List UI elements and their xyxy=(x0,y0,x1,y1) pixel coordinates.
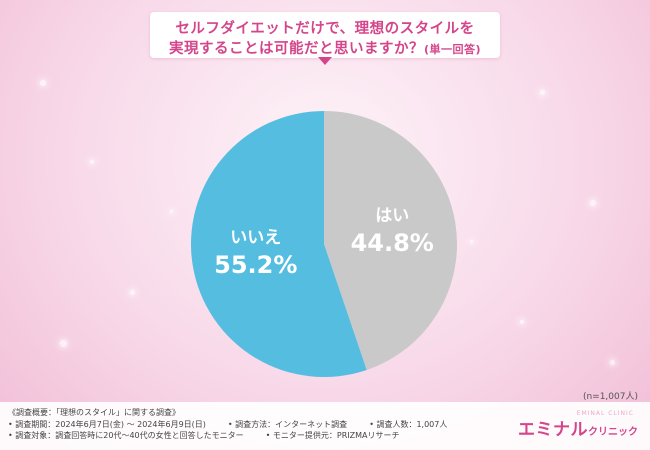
slice-label-0: はい xyxy=(375,206,409,226)
question-title-line2: 実現することは可能だと思いますか？(単一回答) xyxy=(150,37,500,58)
survey-footer: 《調査概要：「理想のスタイル」に関する調査》 • 調査期間：2024年6月7日(… xyxy=(0,402,650,450)
slice-label-1: いいえ xyxy=(230,228,281,248)
survey-details: 《調査概要：「理想のスタイル」に関する調査》 • 調査期間：2024年6月7日(… xyxy=(8,407,447,442)
survey-count: • 調査人数：1,007人 xyxy=(369,419,448,429)
brand-sub: クリニック xyxy=(588,427,638,438)
survey-provider: • モニター提供元：PRIZMAリサーチ xyxy=(265,431,400,440)
slice-value-1: 55.2% xyxy=(214,251,297,279)
brand-tagline: EMINAL CLINIC xyxy=(576,410,634,417)
pie-slice-0 xyxy=(324,111,457,370)
survey-row-2: • 調査対象：調査回答時に20代〜40代の女性と回答したモニター • モニター提供… xyxy=(8,430,447,442)
brand-logo: エミナルクリニック xyxy=(518,415,638,440)
survey-target: • 調査対象：調査回答時に20代〜40代の女性と回答したモニター xyxy=(8,431,244,440)
survey-row-1: • 調査期間：2024年6月7日(金) 〜 2024年6月9日(日) • 調査方法… xyxy=(8,419,447,431)
pie-slice-1 xyxy=(191,111,367,377)
question-title-line1: セルフダイエットだけで、理想のスタイルを xyxy=(175,21,475,37)
slice-value-0: 44.8% xyxy=(351,229,434,257)
survey-method: • 調査方法：インターネット調査 xyxy=(227,419,348,429)
survey-summary: 《調査概要：「理想のスタイル」に関する調査》 xyxy=(8,408,180,417)
brand-main: エミナル xyxy=(518,420,588,440)
question-note: (単一回答) xyxy=(423,43,482,56)
question-title-box: セルフダイエットだけで、理想のスタイルを 実現することは可能だと思いますか？(単… xyxy=(150,12,500,65)
survey-period: • 調査期間：2024年6月7日(金) 〜 2024年6月9日(日) xyxy=(8,419,206,429)
question-title-line2-text: 実現することは可能だと思いますか？ xyxy=(168,41,424,57)
sample-size: (n=1,007人) xyxy=(582,392,638,402)
